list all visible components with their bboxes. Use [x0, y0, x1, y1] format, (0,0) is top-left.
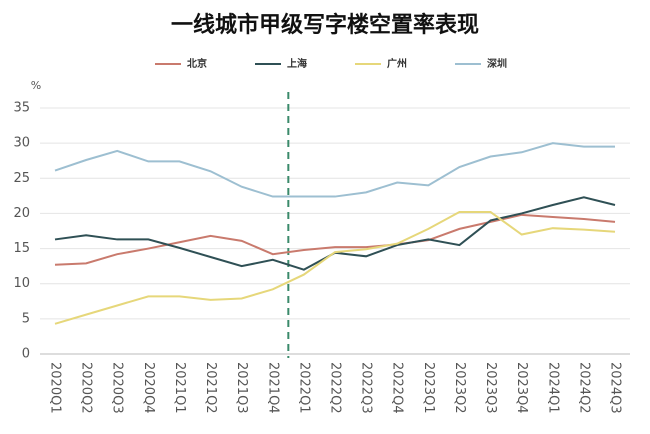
x-tick-label: 2020Q3 — [110, 362, 125, 414]
y-axis-label: % — [31, 79, 41, 92]
y-tick-label: 10 — [13, 276, 30, 291]
x-tick-label: 2023Q3 — [483, 362, 498, 414]
x-tick-label: 2023Q1 — [421, 362, 436, 414]
y-tick-label: 25 — [13, 171, 30, 186]
x-tick-label: 2020Q1 — [48, 362, 63, 414]
x-tick-label: 2020Q4 — [141, 362, 156, 414]
legend-label: 上海 — [287, 57, 307, 70]
x-tick-label: 2022Q1 — [296, 362, 311, 414]
y-tick-label: 20 — [13, 206, 30, 221]
line-series — [54, 213, 616, 266]
line-series — [54, 142, 615, 198]
y-tick-label: 15 — [13, 241, 30, 256]
x-tick-label: 2024Q2 — [576, 362, 591, 414]
x-tick-label: 2023Q4 — [514, 362, 529, 414]
y-tick-label: 5 — [22, 311, 30, 326]
x-tick-label: 2024Q1 — [545, 362, 560, 414]
legend-label: 深圳 — [487, 57, 507, 70]
x-tick-label: 2020Q2 — [79, 362, 94, 414]
line-series — [54, 211, 616, 325]
y-tick-label: 0 — [22, 347, 30, 362]
x-tick-label: 2021Q3 — [234, 362, 249, 414]
x-tick-label: 2022Q3 — [359, 362, 374, 414]
x-tick-label: 2024Q3 — [608, 362, 623, 414]
x-tick-label: 2023Q2 — [452, 362, 467, 414]
chart-title: 一线城市甲级写字楼空置率表现 — [171, 12, 479, 38]
x-tick-label: 2021Q4 — [265, 362, 280, 414]
y-tick-label: 35 — [13, 101, 30, 116]
x-tick-label: 2021Q2 — [203, 362, 218, 414]
x-tick-label: 2021Q1 — [172, 362, 187, 414]
legend-label: 北京 — [187, 57, 207, 70]
y-tick-label: 30 — [13, 136, 30, 151]
legend-label: 广州 — [387, 57, 407, 70]
x-tick-label: 2022Q4 — [390, 362, 405, 414]
x-tick-label: 2022Q2 — [328, 362, 343, 414]
